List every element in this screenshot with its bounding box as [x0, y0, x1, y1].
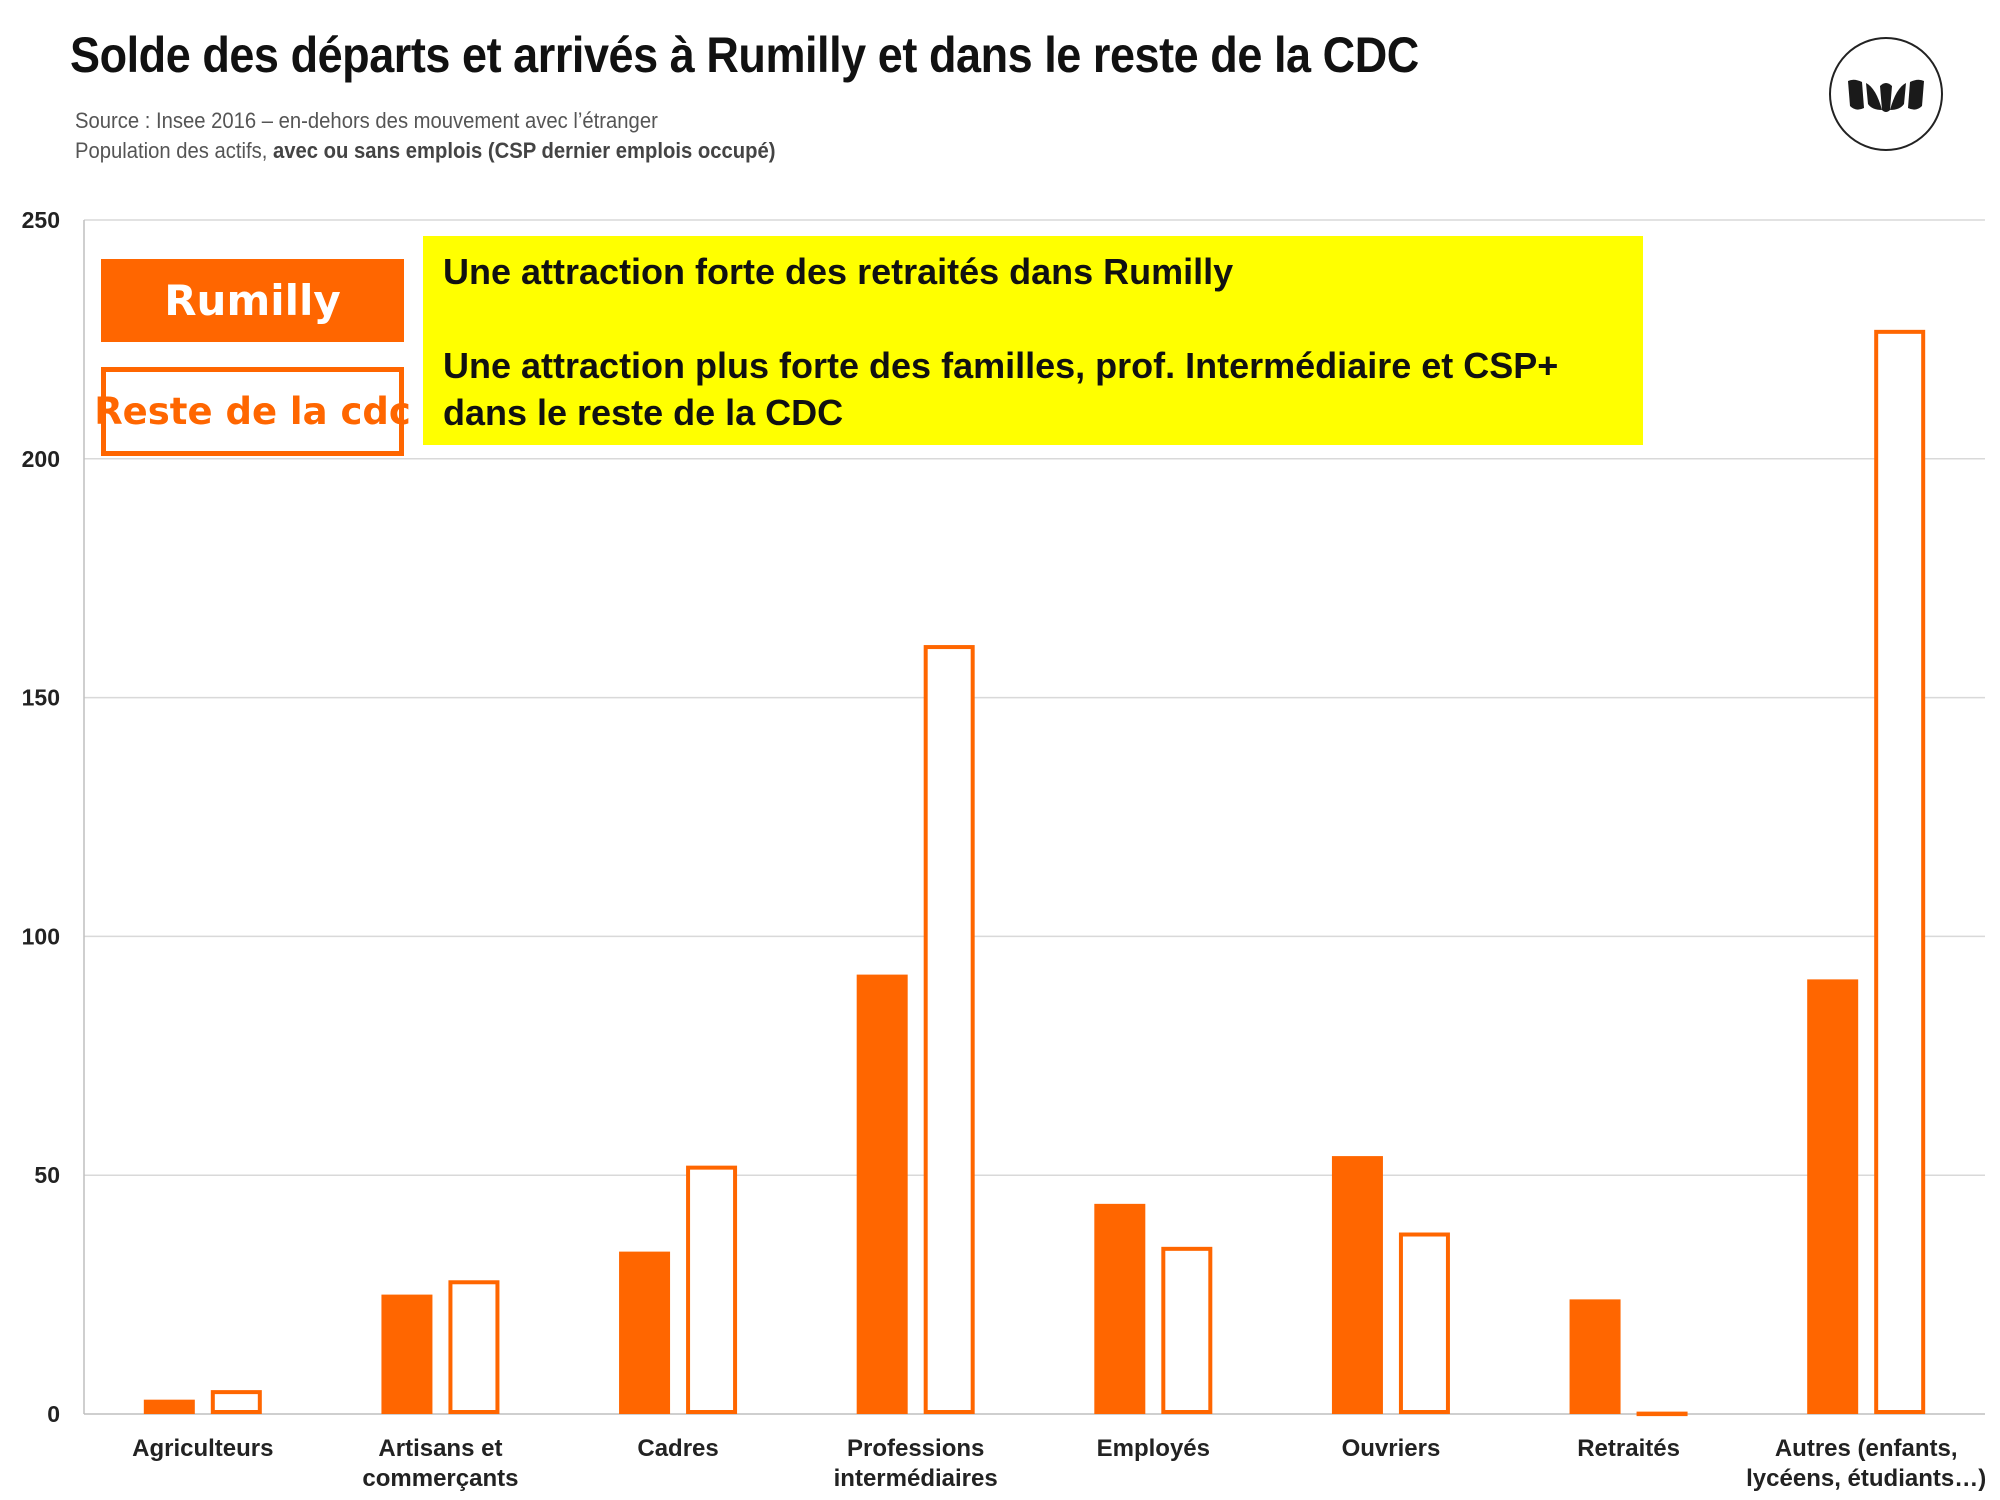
x-tick-label: Retraités: [1577, 1435, 1680, 1462]
bar-rumilly: [381, 1294, 433, 1414]
chart-source: Source : Insee 2016 – en-dehors des mouv…: [75, 106, 775, 166]
bar-rumilly: [619, 1251, 671, 1414]
y-tick-label: 100: [22, 923, 60, 949]
bar-reste-de-la-cdc: [1161, 1246, 1213, 1414]
x-tick-label: Ouvriers: [1342, 1435, 1441, 1462]
x-tick-label: Cadres: [637, 1435, 718, 1462]
bar-reste-de-la-cdc: [1636, 1411, 1688, 1417]
bar-rumilly: [1094, 1203, 1146, 1414]
x-tick-label: Agriculteurs: [132, 1435, 273, 1462]
y-tick-label: 50: [34, 1162, 60, 1188]
legend-reste-de-la-cdc: Reste de la cdc: [94, 367, 411, 456]
x-tick-label: Employés: [1097, 1435, 1210, 1462]
x-tick-label: Professions intermédiaires: [834, 1435, 998, 1492]
bar-reste-de-la-cdc: [210, 1390, 262, 1414]
annotation-box: Une attraction forte des retraités dans …: [423, 236, 1643, 445]
bar-reste-de-la-cdc: [923, 645, 975, 1414]
brand-logo-icon: [1829, 37, 1943, 151]
bar-rumilly: [1331, 1156, 1383, 1414]
y-tick-label: 250: [22, 207, 60, 233]
source-line-2-plain: Population des actifs,: [75, 138, 274, 163]
y-tick-label: 150: [22, 685, 60, 711]
source-line-2-bold: avec ou sans emplois (CSP dernier emploi…: [273, 138, 776, 163]
bar-rumilly: [856, 974, 908, 1414]
legend-rumilly: Rumilly: [101, 259, 404, 342]
source-line-1: Source : Insee 2016 – en-dehors des mouv…: [75, 108, 658, 133]
y-tick-label: 200: [22, 446, 60, 472]
bar-rumilly: [1807, 979, 1859, 1414]
bar-reste-de-la-cdc: [1874, 329, 1926, 1414]
bar-reste-de-la-cdc: [686, 1165, 738, 1414]
source-line-2: Population des actifs, avec ou sans empl…: [75, 136, 775, 166]
chart-title: Solde des départs et arrivés à Rumilly e…: [70, 27, 1419, 83]
bar-reste-de-la-cdc: [448, 1280, 500, 1414]
annotation-line-2: Une attraction plus forte des familles, …: [443, 345, 1559, 386]
x-tick-label: Autres (enfants, lycéens, étudiants…): [1746, 1435, 1986, 1492]
bar-rumilly: [1569, 1299, 1621, 1414]
annotation-line-3: dans le reste de la CDC: [443, 392, 844, 433]
bar-reste-de-la-cdc: [1398, 1232, 1450, 1414]
y-tick-label: 0: [47, 1401, 60, 1427]
x-tick-label: Artisans et commerçants: [362, 1435, 518, 1492]
annotation-line-1: Une attraction forte des retraités dans …: [443, 251, 1234, 292]
bar-rumilly: [143, 1399, 195, 1414]
